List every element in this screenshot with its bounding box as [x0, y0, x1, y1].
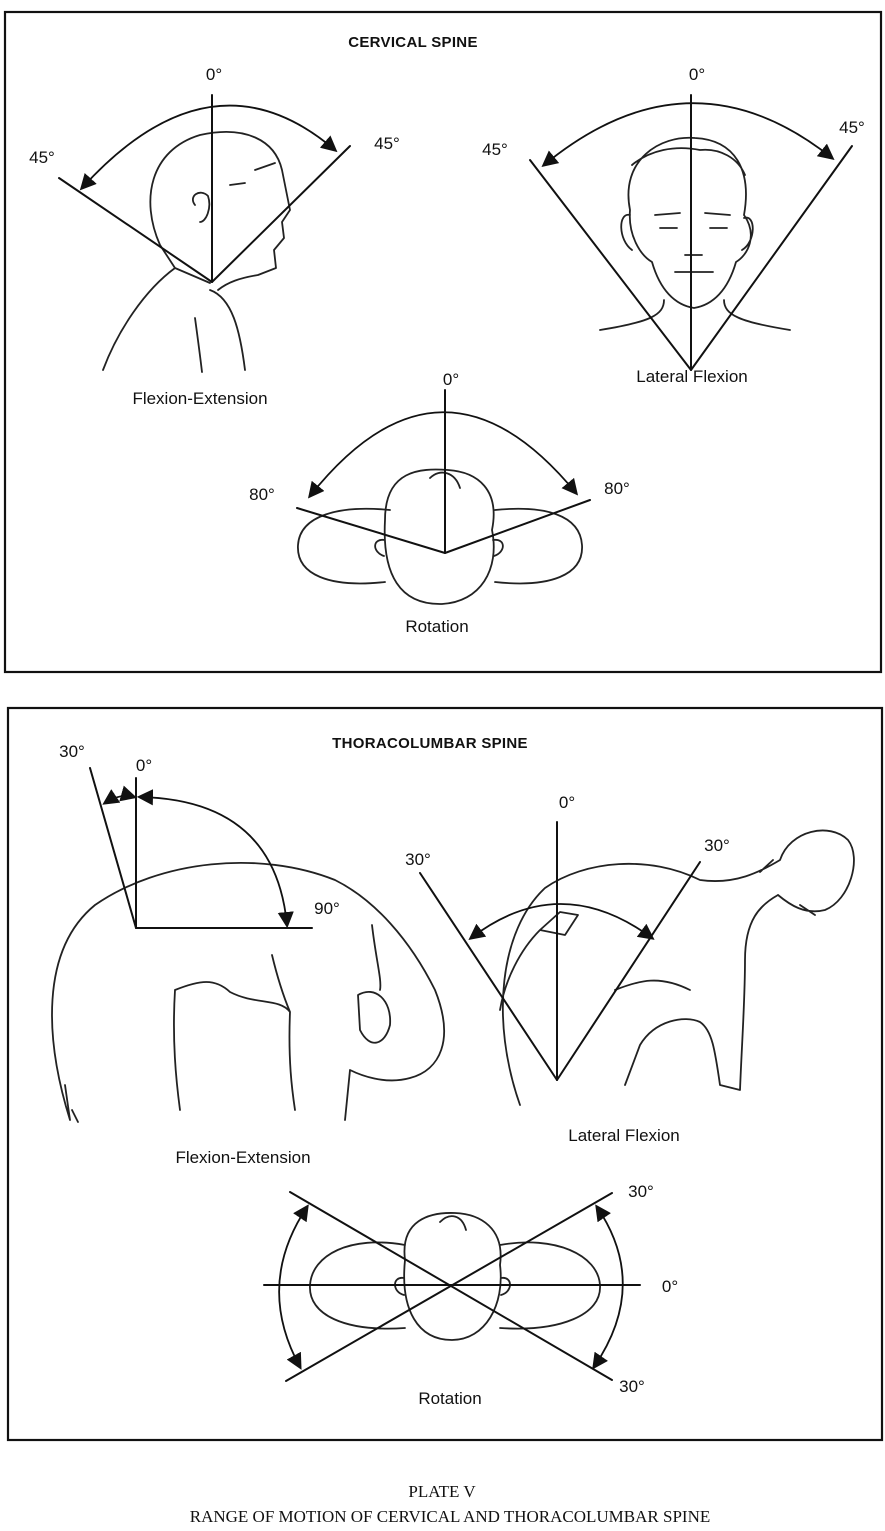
side-bent-body-figure [499, 829, 855, 1106]
cervical-lf-left-degree: 45° [482, 140, 508, 159]
thoracolumbar-rot-label: Rotation [418, 1389, 481, 1408]
cervical-lf-right-line [690, 145, 853, 371]
thoracolumbar-rotation-diagram: 30° 0° 30° Rotation [263, 1182, 678, 1408]
cervical-rotation-diagram: 0° 80° 80° Rotation [249, 370, 630, 636]
cervical-rot-right-degree: 80° [604, 479, 630, 498]
cervical-lf-label: Lateral Flexion [636, 367, 748, 386]
thoracolumbar-fe-top-degree: 0° [136, 756, 152, 775]
thoracolumbar-fe-label: Flexion-Extension [175, 1148, 310, 1167]
cervical-rot-label: Rotation [405, 617, 468, 636]
thoracolumbar-fe-back-degree: 30° [59, 742, 85, 761]
cervical-lf-arc [541, 102, 835, 168]
cervical-fe-top-degree: 0° [206, 65, 222, 84]
cervical-lf-left-line [529, 159, 692, 371]
thoracolumbar-lf-label: Lateral Flexion [568, 1126, 680, 1145]
thoracolumbar-rot-ascending-line [285, 1192, 613, 1382]
cervical-title: CERVICAL SPINE [348, 34, 478, 51]
thoracolumbar-fe-back-line [89, 767, 137, 929]
cervical-rot-left-degree: 80° [249, 485, 275, 504]
thoracolumbar-rot-middle-degree: 0° [662, 1277, 678, 1296]
front-face-figure [599, 136, 791, 331]
thoracolumbar-fe-back-arc [102, 785, 138, 805]
thoracolumbar-panel-frame [6, 706, 884, 1442]
cervical-fe-left-degree: 45° [29, 148, 55, 167]
thoracolumbar-rot-lower-degree: 30° [619, 1377, 645, 1396]
plate-title: RANGE OF MOTION OF CERVICAL AND THORACOL… [190, 1507, 710, 1526]
cervical-lf-top-degree: 0° [689, 65, 705, 84]
cervical-fe-label: Flexion-Extension [132, 389, 267, 408]
cervical-panel-frame [3, 10, 883, 674]
thoracolumbar-lf-top-degree: 0° [559, 793, 575, 812]
top-view-shoulders-figure [297, 468, 583, 605]
cervical-rot-top-degree: 0° [443, 370, 459, 389]
thoracolumbar-lf-left-line [419, 872, 558, 1081]
thoracolumbar-spine-panel: THORACOLUMBAR SPINE 30° 0° 90° Flexion-E… [6, 706, 884, 1442]
thoracolumbar-lf-left-degree: 30° [405, 850, 431, 869]
cervical-fe-right-degree: 45° [374, 134, 400, 153]
cervical-fe-left-line [58, 177, 213, 283]
side-head-figure [102, 131, 291, 373]
cervical-rot-left-line [296, 507, 446, 554]
plate-number: PLATE V [408, 1482, 476, 1501]
cervical-lateral-flexion-diagram: 0° 45° 45° Lateral Flexion [482, 65, 865, 386]
cervical-rot-right-line [444, 499, 591, 554]
top-view-torso-figure [309, 1212, 601, 1341]
cervical-lf-right-degree: 45° [839, 118, 865, 137]
thoracolumbar-lateral-flexion-diagram: 0° 30° 30° Lateral Flexion [405, 793, 855, 1145]
thoracolumbar-rot-right-arc [592, 1204, 624, 1370]
thoracolumbar-fe-forward-arc [136, 789, 294, 929]
thoracolumbar-fe-forward-degree: 90° [314, 899, 340, 918]
cervical-flexion-extension-diagram: 0° 45° 45° Flexion-Extension [29, 65, 400, 408]
thoracolumbar-flexion-extension-diagram: 30° 0° 90° Flexion-Extension [51, 742, 445, 1167]
thoracolumbar-rot-left-arc [278, 1204, 309, 1370]
thoracolumbar-title: THORACOLUMBAR SPINE [332, 735, 528, 752]
cervical-rot-arc [307, 411, 579, 499]
cervical-fe-arc [79, 104, 338, 191]
bent-body-figure [51, 862, 445, 1123]
plate-caption: PLATE V RANGE OF MOTION OF CERVICAL AND … [190, 1482, 710, 1526]
thoracolumbar-lf-right-line [556, 861, 701, 1081]
thoracolumbar-lf-right-degree: 30° [704, 836, 730, 855]
thoracolumbar-lf-arc [468, 903, 655, 940]
cervical-spine-panel: CERVICAL SPINE 0° 45° 45° Flexion-Extens… [3, 10, 883, 674]
thoracolumbar-rot-upper-degree: 30° [628, 1182, 654, 1201]
